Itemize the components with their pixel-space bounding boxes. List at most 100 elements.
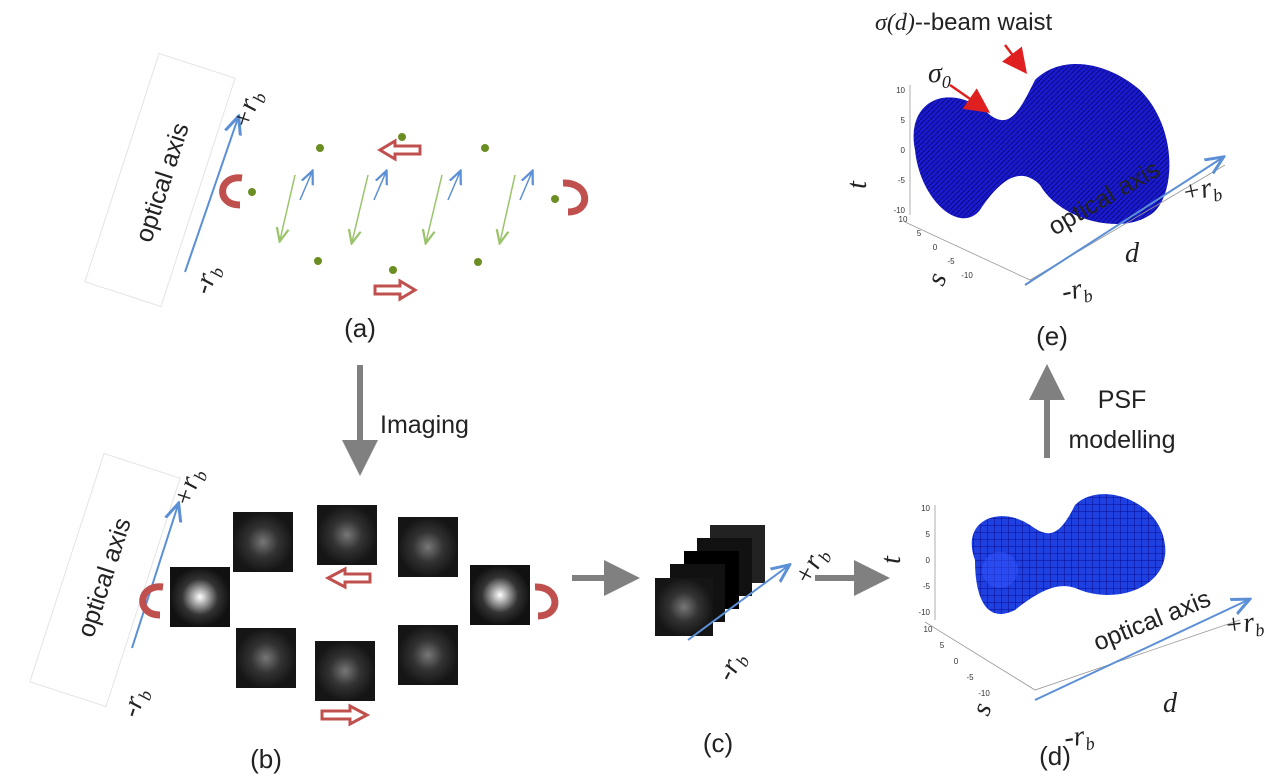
t-tick-label: 10 [896, 86, 905, 95]
shape [426, 174, 443, 242]
shape [949, 83, 991, 113]
shape [320, 703, 371, 727]
s-tick-label: 10 [899, 215, 908, 224]
shape [248, 188, 256, 196]
shape [373, 172, 386, 201]
shape [481, 144, 489, 152]
psf-label: PSF [1098, 386, 1147, 414]
d-label: d [1163, 688, 1178, 719]
shape [131, 505, 178, 649]
shape [352, 174, 369, 242]
shape [1034, 600, 1248, 701]
s-tick-label: -10 [978, 689, 990, 698]
shapes [29, 44, 1248, 727]
shape [534, 583, 559, 620]
shape [655, 578, 713, 636]
s-label: s [921, 269, 954, 290]
t-tick-label: 5 [901, 116, 906, 125]
t-tick-label: -10 [893, 206, 905, 215]
axis-start: -rb [115, 684, 156, 722]
t-label: t [876, 555, 907, 564]
text-part: σ [928, 58, 943, 89]
axis-title: optical axis [130, 119, 195, 245]
shape [377, 138, 422, 162]
shape [474, 258, 482, 266]
s-tick-label: -10 [961, 271, 973, 280]
axis-start: -rb [1059, 271, 1095, 310]
shape [924, 619, 1241, 691]
axis-end: +rb [226, 86, 270, 133]
shape [315, 641, 375, 701]
shape [398, 133, 406, 141]
shape [219, 138, 589, 302]
shape [324, 566, 372, 590]
shape [170, 567, 230, 627]
text-part: 0 [942, 72, 951, 92]
shape [219, 174, 243, 209]
t-tick-label: 0 [901, 146, 906, 155]
text-part: +r [1179, 172, 1215, 209]
axis-end: +rb [167, 464, 211, 511]
s-tick-label: 5 [917, 229, 922, 238]
text-part: b [1084, 733, 1096, 754]
s-tick-label: -5 [947, 257, 955, 266]
t-label: t [842, 180, 873, 189]
shape [687, 566, 788, 641]
s-tick-label: 0 [954, 657, 959, 666]
axis-end: +rb [1222, 606, 1265, 645]
shape [562, 179, 589, 216]
shape [913, 63, 1170, 224]
shape [1001, 44, 1028, 74]
imaging-label: Imaging [380, 411, 469, 439]
shape [139, 583, 164, 619]
shape [470, 565, 530, 625]
shape [389, 266, 397, 274]
s-tick-label: -5 [966, 673, 974, 682]
axis-end: +rb [1179, 170, 1224, 211]
text-part: --beam waist [915, 9, 1053, 36]
shape [139, 566, 559, 727]
caption: (d) [1039, 741, 1071, 771]
axis-end: +rb [788, 542, 836, 592]
text-part: -r [1062, 720, 1086, 754]
text-part: b [1254, 619, 1266, 640]
shape [904, 164, 1226, 281]
d-label: d [1125, 238, 1140, 269]
caption: (a) [344, 313, 376, 343]
shape [236, 628, 296, 688]
shape [280, 174, 296, 240]
s-tick-label: 5 [940, 641, 945, 650]
text-part: b [1081, 285, 1094, 306]
shape [314, 257, 322, 265]
waist-label: σ(d)--beam waist [875, 9, 1053, 36]
t-tick-label: -10 [918, 608, 930, 617]
shape [1024, 158, 1222, 286]
shape [184, 118, 238, 273]
text-part: +r [1222, 607, 1256, 642]
caption: (b) [250, 744, 282, 774]
caption: (c) [703, 728, 733, 758]
shape [316, 144, 324, 152]
t-tick-label: 10 [921, 504, 930, 513]
s-tick-label: 0 [933, 243, 938, 252]
t-tick-label: -5 [923, 582, 931, 591]
shape [447, 172, 460, 201]
text-part: -r [1059, 273, 1085, 308]
t-tick-label: -5 [898, 176, 906, 185]
text-part: σ(d) [875, 10, 915, 36]
shape [971, 494, 1166, 614]
axis-start: -rb [710, 646, 754, 688]
t-tick-label: 5 [926, 530, 931, 539]
shape [519, 172, 532, 201]
shape [299, 172, 312, 201]
shape [500, 174, 516, 242]
shape [398, 517, 458, 577]
shape [982, 552, 1018, 588]
axis-start: -rb [1062, 719, 1096, 757]
text-part: b [1211, 184, 1224, 205]
psf-label: modelling [1068, 426, 1175, 454]
sigma0-label: σ0 [928, 58, 951, 92]
s-label: s [966, 699, 999, 720]
